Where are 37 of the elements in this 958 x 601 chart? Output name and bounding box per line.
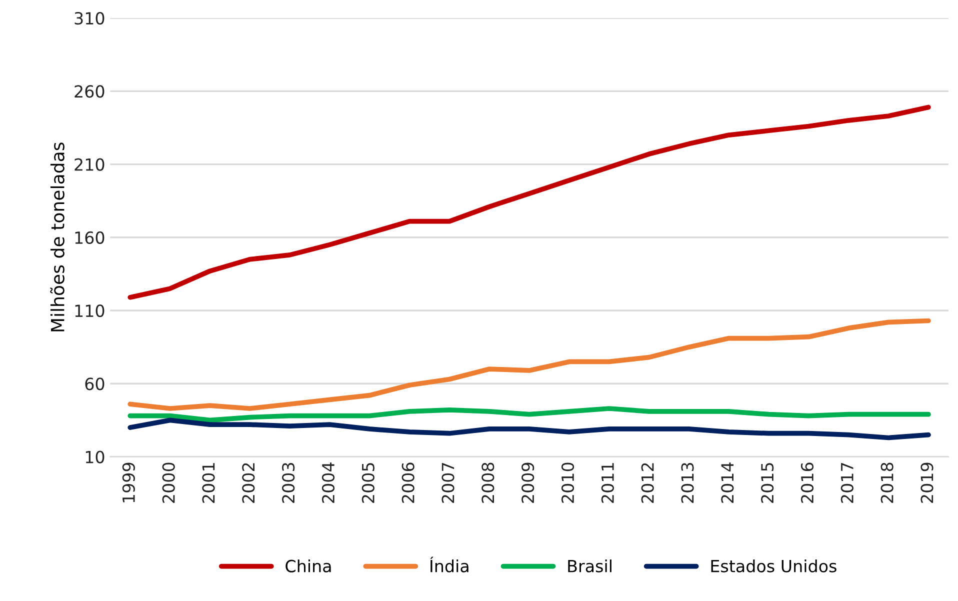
x-tick-label: 2008 [482, 462, 494, 503]
y-tick-label: 210 [74, 158, 104, 171]
x-tick-label: 2004 [322, 462, 335, 503]
x-tick-label: 2015 [761, 463, 774, 503]
x-tick-label: 2010 [561, 462, 574, 503]
y-tick-label: 260 [74, 85, 104, 98]
legend-label: Índia [430, 556, 468, 572]
x-tick-label: 2006 [402, 462, 414, 503]
y-tick-label: 10 [86, 450, 104, 464]
x-tick-label: 2012 [641, 463, 654, 503]
x-tick-label: 2009 [522, 462, 534, 503]
line-series [128, 406, 931, 423]
line-series [128, 104, 931, 300]
legend-label: China [286, 560, 331, 572]
legend-label: Estados Unidos [711, 560, 836, 572]
x-tick-label: 2016 [800, 462, 814, 503]
x-tick-label: 2019 [920, 462, 934, 503]
x-tick-label: 2005 [362, 463, 374, 503]
x-tick-label: 1999 [122, 462, 135, 502]
x-tick-label: 2017 [840, 463, 854, 503]
x-tick-label: 2000 [162, 462, 175, 503]
line-series [128, 318, 931, 411]
y-tick-label: 310 [74, 12, 104, 25]
y-tick-label: 110 [75, 304, 104, 318]
x-tick-label: 2001 [202, 463, 215, 503]
legend-label: Brasil [568, 560, 612, 572]
line-series [128, 418, 931, 440]
x-tick-label: 2007 [442, 463, 454, 503]
x-tick-label: 2003 [282, 462, 295, 503]
x-tick-label: 2018 [880, 462, 894, 503]
y-tick-label: 160 [75, 231, 104, 244]
y-axis-title: Milhões de toneladas [50, 142, 64, 332]
y-tick-label: 60 [85, 378, 104, 390]
x-tick-label: 2014 [721, 462, 734, 503]
x-tick-label: 2002 [242, 463, 255, 503]
x-tick-label: 2011 [601, 463, 614, 503]
x-tick-label: 2013 [681, 462, 694, 503]
